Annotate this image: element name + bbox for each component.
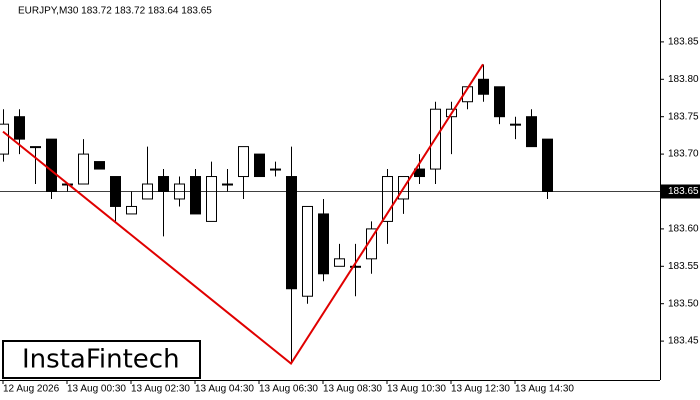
candle-body	[318, 213, 329, 275]
candle-body	[286, 176, 297, 290]
candle-body	[494, 86, 505, 118]
x-tick-label: 13 Aug 08:30	[323, 384, 382, 395]
y-tick-label: 183.60	[668, 224, 699, 235]
candle-body	[382, 176, 393, 222]
last-price-label: 183.65	[668, 186, 699, 197]
candle-body	[334, 258, 345, 267]
candle-body	[0, 123, 9, 155]
x-tick-label: 13 Aug 12:30	[451, 384, 510, 395]
y-tick-label: 183.85	[668, 37, 699, 48]
x-tick-label: 13 Aug 10:30	[387, 384, 446, 395]
candle-body	[238, 146, 249, 178]
candle-body	[30, 146, 41, 149]
x-tick-label: 13 Aug 00:30	[67, 384, 126, 395]
candle-body	[478, 78, 489, 95]
candle-body	[270, 168, 281, 171]
x-tick-label: 13 Aug 02:30	[131, 384, 190, 395]
candle-body	[222, 183, 233, 186]
y-tick-label: 183.45	[668, 336, 699, 347]
y-tick-label: 183.75	[668, 111, 699, 122]
x-tick-label: 13 Aug 14:30	[515, 384, 574, 395]
candle-body	[302, 205, 313, 297]
logo-box	[2, 340, 201, 379]
x-tick-label: 12 Aug 2026	[3, 384, 60, 395]
candle-body	[526, 116, 537, 148]
candle-body	[94, 161, 105, 170]
last-price-box	[660, 184, 700, 199]
y-tick-label: 183.50	[668, 298, 699, 309]
candle-body	[510, 123, 521, 126]
candle-body	[366, 228, 377, 260]
candle-body	[78, 153, 89, 185]
candle-body	[350, 265, 361, 268]
chart-title: EURJPY,M30 183.72 183.72 183.64 183.65	[18, 6, 212, 17]
candle-body	[126, 205, 137, 215]
x-tick-label: 13 Aug 04:30	[195, 384, 254, 395]
candle-body	[46, 138, 57, 192]
pattern-line	[2, 63, 484, 366]
candle-body	[190, 176, 201, 215]
candle-body	[542, 138, 553, 192]
logo: InstaFintech	[22, 345, 180, 375]
candle-body	[254, 153, 265, 178]
y-tick-label: 183.80	[668, 74, 699, 85]
x-tick-label: 13 Aug 06:30	[259, 384, 318, 395]
candle-body	[206, 176, 217, 222]
candle-body	[14, 116, 25, 140]
y-tick-label: 183.70	[668, 149, 699, 160]
y-tick-label: 183.55	[668, 261, 699, 272]
candle-body	[158, 176, 169, 192]
